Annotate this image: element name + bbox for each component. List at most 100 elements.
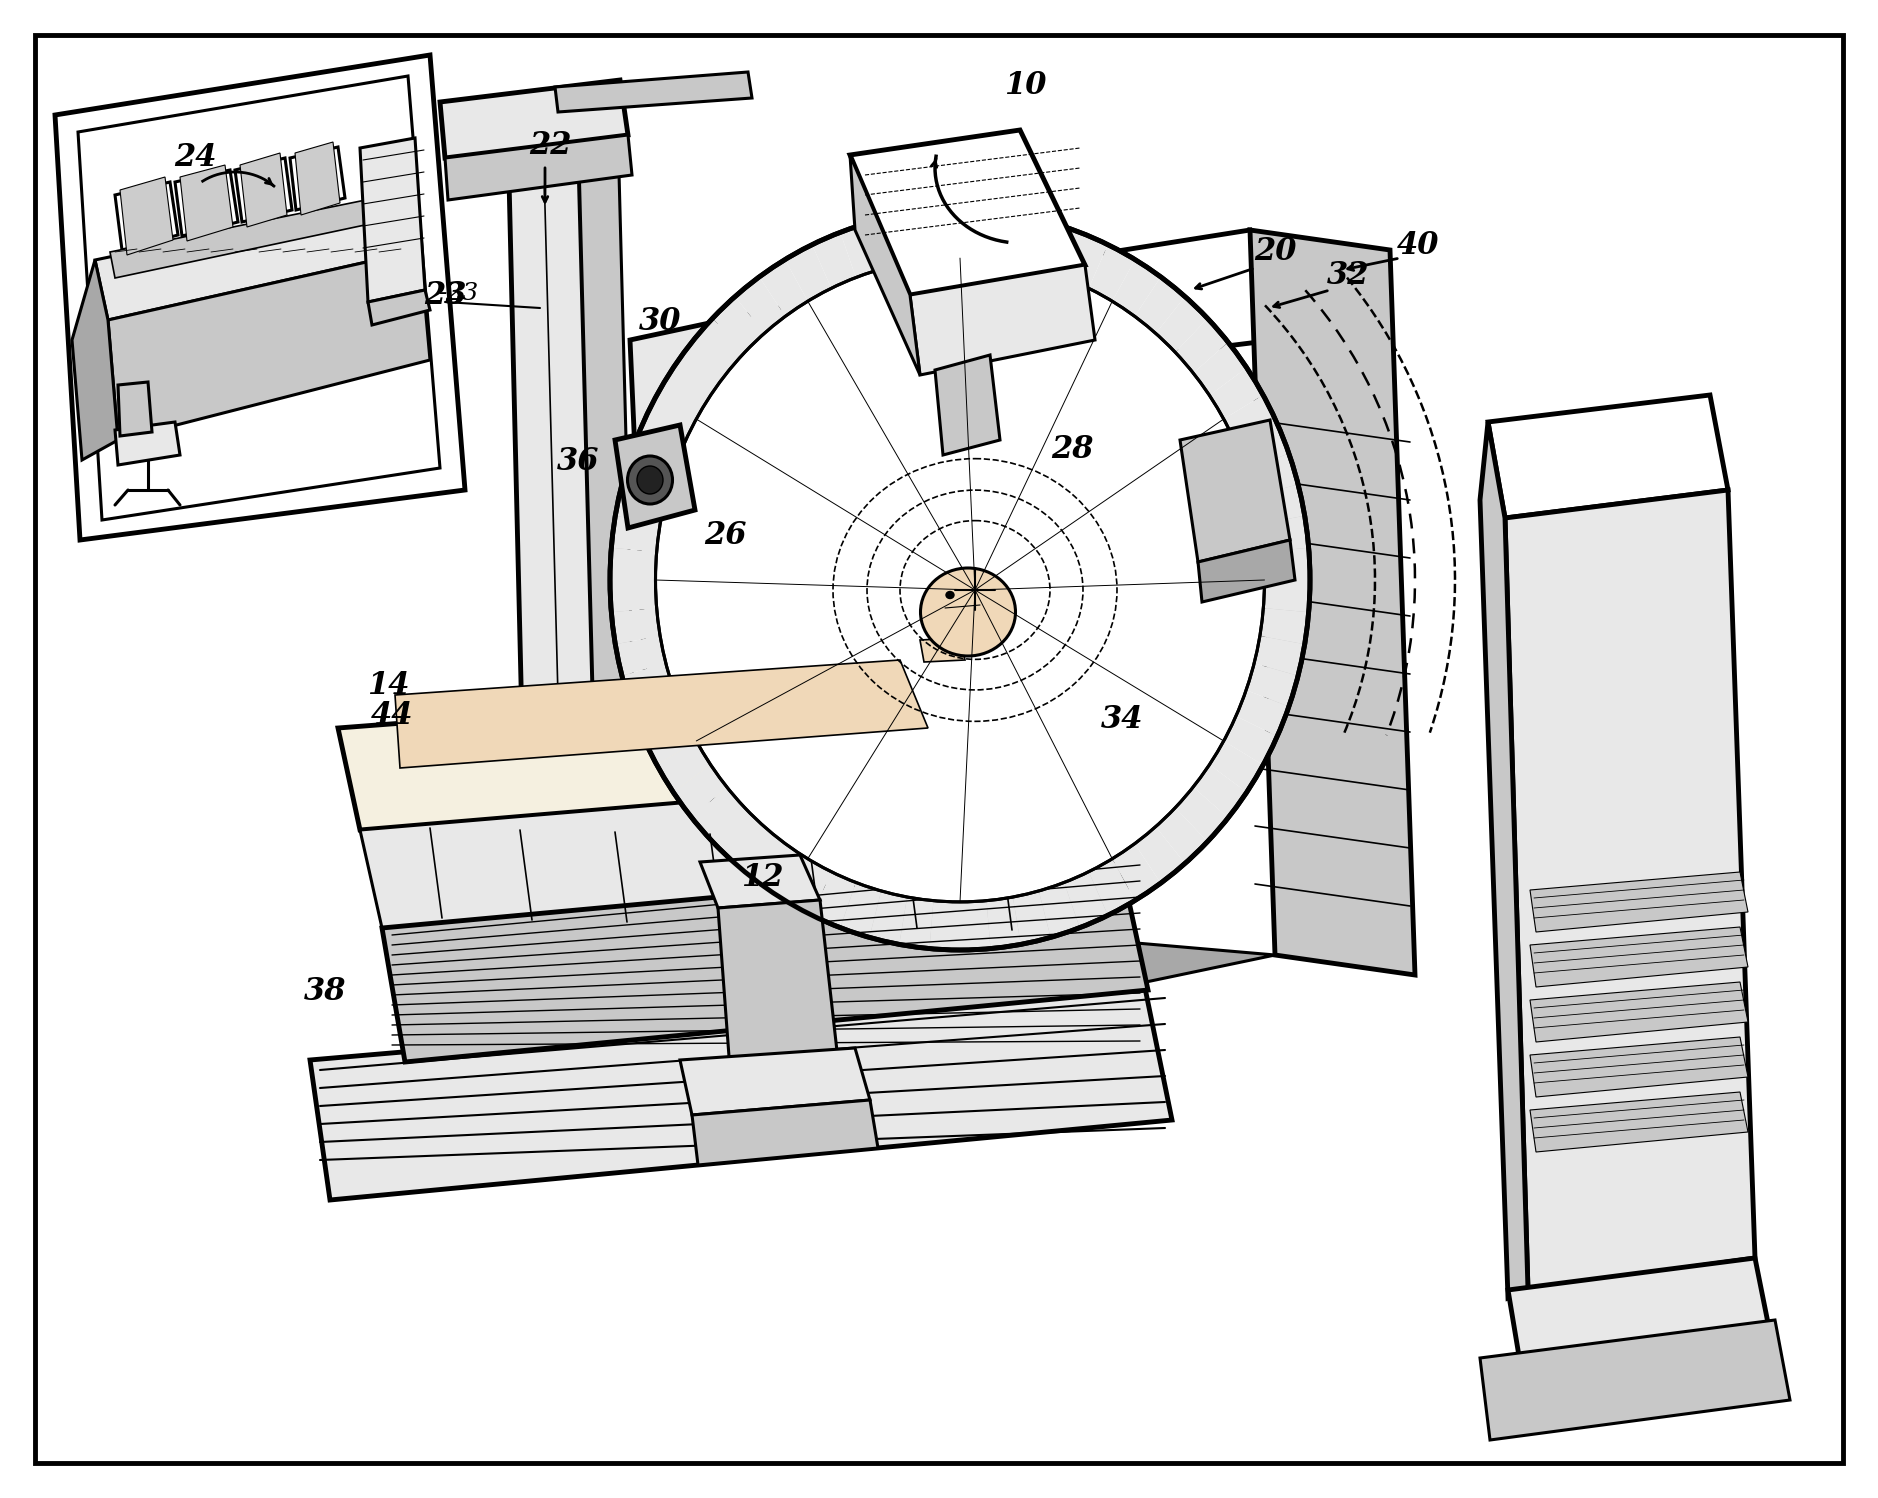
Polygon shape [54,55,466,539]
Polygon shape [691,319,746,373]
Polygon shape [657,742,710,792]
Polygon shape [610,580,657,613]
Polygon shape [642,716,697,765]
Polygon shape [712,807,764,863]
Polygon shape [622,664,674,707]
Polygon shape [1531,927,1748,987]
Polygon shape [811,872,856,927]
Polygon shape [911,265,1095,374]
Text: -23: -23 [438,282,479,304]
Text: 32: 32 [1326,261,1369,292]
Text: 14: 14 [366,670,409,701]
Polygon shape [870,891,907,944]
Polygon shape [851,154,920,374]
Polygon shape [1176,786,1228,842]
Polygon shape [1179,419,1290,562]
Polygon shape [96,195,421,321]
Polygon shape [1236,424,1288,470]
Polygon shape [631,424,684,470]
Polygon shape [622,454,674,497]
Text: 30: 30 [639,307,682,337]
Polygon shape [920,638,965,662]
Polygon shape [674,342,727,395]
Polygon shape [642,395,697,443]
Polygon shape [509,124,599,975]
Polygon shape [1112,843,1161,900]
Text: 36: 36 [556,446,599,478]
Polygon shape [785,858,832,915]
Polygon shape [118,382,152,436]
Polygon shape [1260,608,1309,644]
Polygon shape [712,297,764,352]
Ellipse shape [659,262,1260,899]
Text: 34: 34 [1101,704,1144,736]
Ellipse shape [637,466,663,494]
Ellipse shape [920,568,1016,656]
Polygon shape [900,211,933,264]
Polygon shape [612,515,661,551]
Polygon shape [1155,807,1208,863]
Ellipse shape [627,455,672,503]
Polygon shape [839,223,881,277]
Polygon shape [1089,858,1134,915]
Polygon shape [115,181,178,250]
Text: 38: 38 [304,977,346,1008]
Polygon shape [616,635,667,676]
Polygon shape [717,900,838,1070]
Polygon shape [289,147,346,210]
Polygon shape [734,277,785,334]
Polygon shape [1480,422,1529,1297]
Polygon shape [1012,891,1050,944]
Polygon shape [1251,231,1414,975]
Text: 22: 22 [530,129,571,160]
Polygon shape [691,786,746,842]
Polygon shape [1531,872,1748,932]
Polygon shape [295,142,340,216]
Polygon shape [811,232,856,288]
Ellipse shape [947,592,954,599]
Polygon shape [960,210,990,259]
Polygon shape [759,843,808,900]
Polygon shape [1089,244,1134,301]
Polygon shape [839,882,881,938]
Polygon shape [1193,764,1247,818]
Polygon shape [700,855,821,908]
Polygon shape [240,153,287,228]
Polygon shape [900,897,933,948]
Polygon shape [1209,369,1264,419]
Polygon shape [368,291,430,325]
Polygon shape [1247,664,1298,707]
Polygon shape [1531,1037,1748,1097]
Polygon shape [1264,548,1311,580]
Polygon shape [785,244,832,301]
Polygon shape [930,900,960,950]
Polygon shape [111,192,411,279]
Text: 40: 40 [1397,229,1439,261]
Polygon shape [338,673,1095,830]
Polygon shape [1247,454,1298,497]
Text: 44: 44 [370,700,413,731]
Polygon shape [1012,216,1050,270]
Text: 26: 26 [704,520,746,550]
Polygon shape [1065,872,1108,927]
Polygon shape [614,425,695,527]
Polygon shape [1508,1258,1775,1392]
Polygon shape [851,130,1085,295]
Polygon shape [1224,716,1277,765]
Polygon shape [734,827,785,884]
Polygon shape [445,135,633,201]
Polygon shape [120,177,173,255]
Polygon shape [1487,395,1728,518]
Polygon shape [381,860,1147,1062]
Polygon shape [394,661,928,768]
Polygon shape [1480,1320,1790,1440]
Polygon shape [556,72,751,112]
FancyBboxPatch shape [36,34,1842,1464]
Polygon shape [1134,277,1185,334]
Polygon shape [1264,580,1311,613]
Polygon shape [235,157,291,222]
Polygon shape [960,900,990,950]
Polygon shape [1209,742,1264,792]
Polygon shape [1155,297,1208,352]
Polygon shape [71,261,118,460]
